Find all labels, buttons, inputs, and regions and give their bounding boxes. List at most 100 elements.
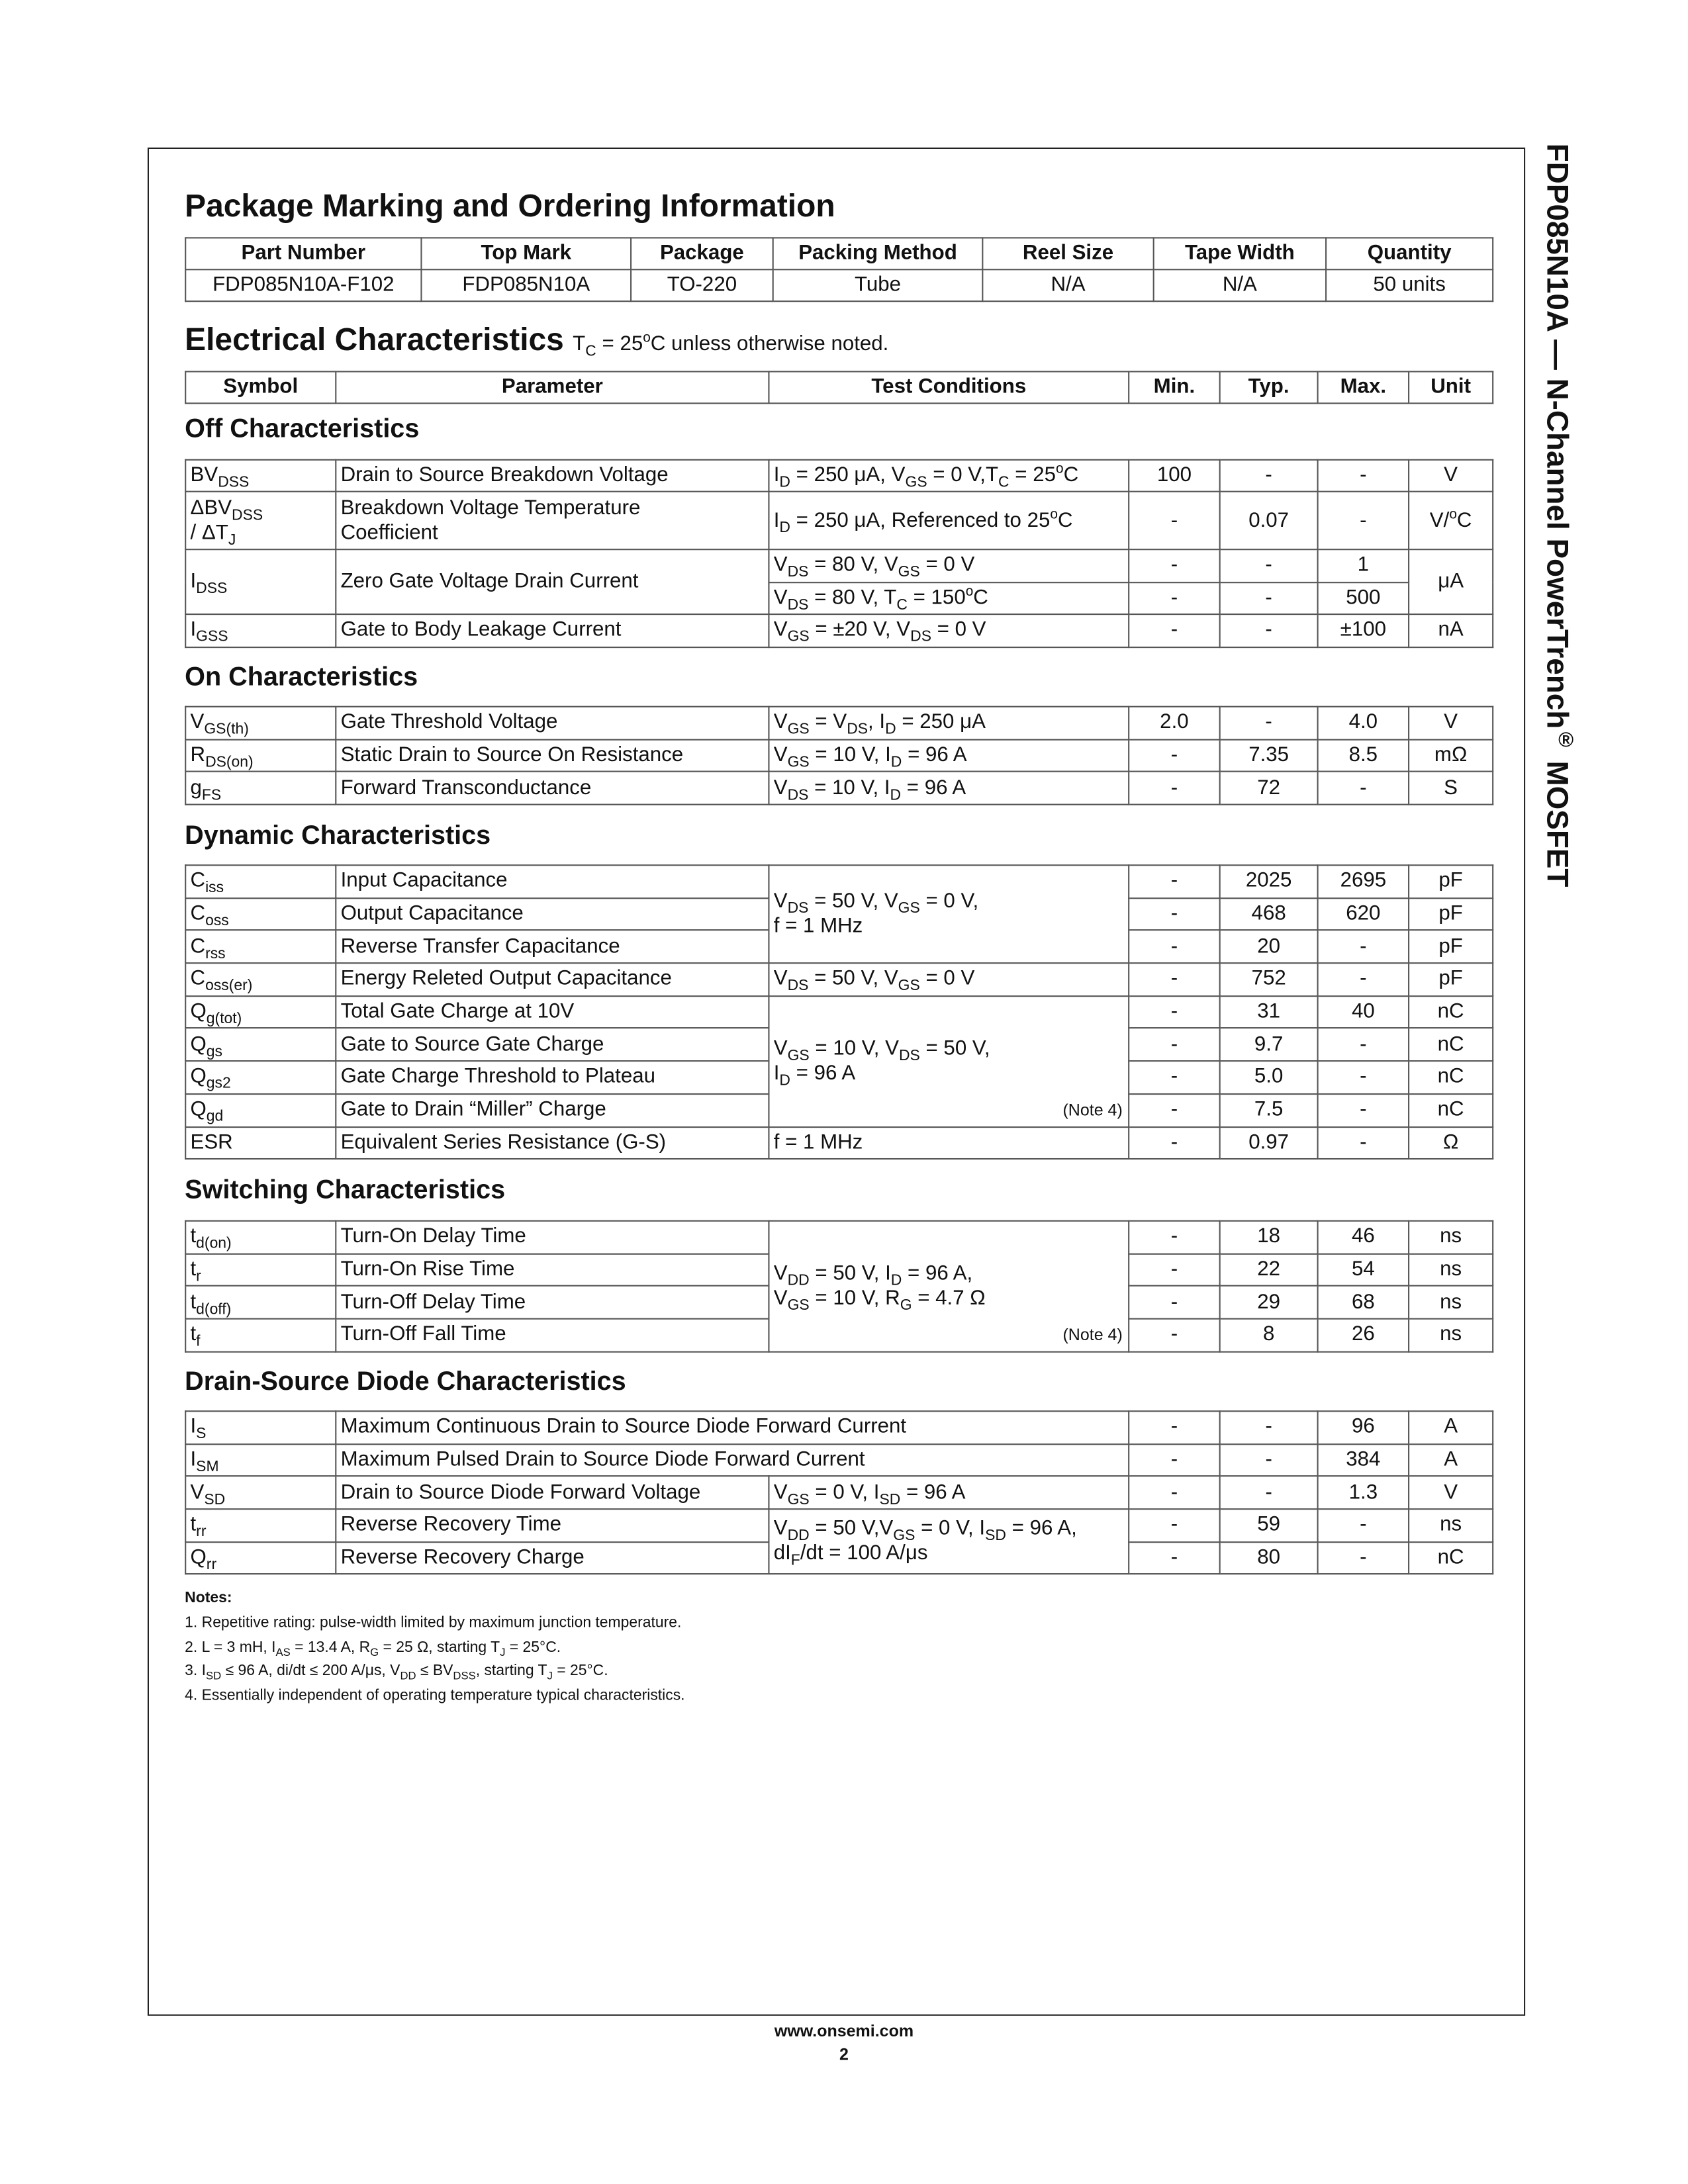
unit: pF <box>1408 962 1494 997</box>
typ-value-text: 5.0 <box>1254 1065 1284 1089</box>
header-max: Max. <box>1317 371 1410 404</box>
electrical-heading: Electrical Characteristics TC = 25oC unl… <box>185 321 889 360</box>
test-conditions-text: VDS = 80 V, TC = 150oC <box>773 584 988 614</box>
symbol-text: ESR <box>190 1130 233 1154</box>
test-conditions-text: ID = 250 μA, VGS = 0 V,TC = 25oC <box>773 461 1079 491</box>
test-conditions-text: VGS = ±20 V, VDS = 0 V <box>773 617 986 646</box>
max-value-text: 68 <box>1351 1290 1375 1314</box>
page-frame <box>147 147 1526 2016</box>
typ-value-text: - <box>1265 585 1272 610</box>
header-part-number: Part Number <box>185 237 422 271</box>
typ-value: 29 <box>1219 1285 1319 1320</box>
electrical-title: Electrical Characteristics <box>185 321 564 357</box>
typ-value: - <box>1219 705 1319 741</box>
unit: μA <box>1408 549 1494 615</box>
test-conditions: VDS = 50 V, VGS = 0 V, f = 1 MHz <box>768 864 1130 964</box>
min-value-text: - <box>1170 1290 1178 1314</box>
symbol-text: IGSS <box>190 617 228 646</box>
unit: mΩ <box>1408 739 1494 773</box>
max-value: 54 <box>1317 1253 1410 1287</box>
test-conditions: VDD = 50 V,VGS = 0 V, ISD = 96 A, dIF/dt… <box>768 1508 1130 1576</box>
symbol: Qgs2 <box>185 1060 337 1095</box>
max-value: - <box>1317 1126 1410 1160</box>
typ-value: 7.5 <box>1219 1093 1319 1128</box>
max-value-text: - <box>1360 1032 1367 1056</box>
typ-value-text: 0.97 <box>1248 1130 1289 1154</box>
min-value-text: - <box>1170 1130 1178 1154</box>
min-value: - <box>1128 1126 1221 1160</box>
min-value-text: - <box>1170 999 1178 1024</box>
symbol: ΔBVDSS / ΔTJ <box>185 490 337 551</box>
parameter: Breakdown Voltage Temperature Coefficien… <box>335 490 770 551</box>
parameter-text: Static Drain to Source On Resistance <box>340 743 684 767</box>
symbol-text: Coss <box>190 901 229 930</box>
max-value: - <box>1317 1027 1410 1062</box>
test-conditions: VGS = VDS, ID = 250 μA <box>768 705 1130 741</box>
min-value-text: 2.0 <box>1160 710 1189 735</box>
min-value-text: - <box>1170 776 1178 799</box>
electrical-header-row: Symbol Parameter Test Conditions Min. Ty… <box>185 371 1494 404</box>
parameter-text: Drain to Source Diode Forward Voltage <box>340 1480 701 1504</box>
max-value-text: 4.0 <box>1348 710 1378 735</box>
parameter-text: Turn-On Delay Time <box>340 1224 526 1249</box>
footer-url[interactable]: www.onsemi.com <box>774 2021 914 2041</box>
page-number: 2 <box>839 2044 849 2064</box>
test-conditions-text: f = 1 MHz <box>773 1130 863 1154</box>
parameter: Static Drain to Source On Resistance <box>335 739 770 773</box>
unit-text: ns <box>1440 1224 1462 1249</box>
max-value-text: - <box>1360 463 1367 487</box>
max-value-text: - <box>1360 1513 1367 1537</box>
parameter: Turn-Off Fall Time <box>335 1318 770 1353</box>
parameter-text: Turn-On Rise Time <box>340 1257 515 1281</box>
symbol: td(off) <box>185 1285 337 1320</box>
min-value-text: - <box>1170 1097 1178 1122</box>
electrical-subtitle: TC = 25oC unless otherwise noted. <box>573 330 889 360</box>
part-number: FDP085N10A-F102 <box>185 269 422 302</box>
unit-text: V/oC <box>1429 506 1472 532</box>
typ-value: - <box>1219 1475 1319 1510</box>
unit-text: nC <box>1437 1097 1464 1122</box>
unit: Ω <box>1408 1126 1494 1160</box>
max-value-text: ±100 <box>1340 617 1386 642</box>
typ-value-text: - <box>1265 710 1272 735</box>
parameter: Zero Gate Voltage Drain Current <box>335 549 770 615</box>
symbol: ISM <box>185 1443 337 1477</box>
table-row: tf Turn-Off Fall Time - 8 26 ns <box>185 1318 1494 1353</box>
table-row: Coss Output Capacitance - 468 620 pF <box>185 897 1494 931</box>
symbol-text: BVDSS <box>190 463 250 491</box>
max-value-text: 26 <box>1351 1322 1375 1347</box>
table-row: Crss Reverse Transfer Capacitance - 20 - pF <box>185 929 1494 964</box>
table-row: Ciss Input Capacitance VDS = 50 V, VGS = 0… <box>185 864 1494 964</box>
parameter-text: Maximum Pulsed Drain to Source Diode For… <box>340 1447 865 1471</box>
unit: nC <box>1408 1060 1494 1095</box>
parameter: Drain to Source Diode Forward Voltage <box>335 1475 770 1510</box>
parameter-text: Equivalent Series Resistance (G-S) <box>340 1130 667 1154</box>
typ-value-text: 29 <box>1257 1290 1281 1314</box>
parameter: Reverse Recovery Charge <box>335 1541 770 1576</box>
max-value-text: - <box>1360 1130 1367 1154</box>
header-typ: Typ. <box>1219 371 1319 404</box>
parameter: Gate Charge Threshold to Plateau <box>335 1060 770 1095</box>
unit-text: S <box>1444 776 1458 799</box>
parameter: Output Capacitance <box>335 897 770 931</box>
typ-value-text: 752 <box>1251 967 1286 991</box>
typ-value: 20 <box>1219 929 1319 964</box>
note-4: 4. Essentially independent of operating … <box>185 1688 685 1705</box>
typ-value-text: 9.7 <box>1254 1032 1284 1056</box>
off-section-title: Off Characteristics <box>185 415 420 444</box>
min-value: - <box>1128 1443 1221 1477</box>
unit: ns <box>1408 1285 1494 1320</box>
min-value: - <box>1128 1093 1221 1128</box>
typ-value-text: 80 <box>1257 1545 1281 1569</box>
min-value-text: - <box>1170 1513 1178 1537</box>
max-value-text: 620 <box>1346 901 1381 925</box>
typ-value: 80 <box>1219 1541 1319 1576</box>
test-conditions: VDS = 10 V, ID = 96 A <box>768 771 1130 805</box>
typ-value-text: - <box>1265 553 1272 577</box>
min-value-text: - <box>1170 743 1178 767</box>
symbol: Ciss <box>185 864 337 899</box>
switching-table: td(on) Turn-On Delay Time VDD = 50 V, ID =… <box>185 1220 1494 1353</box>
typ-value: - <box>1219 1410 1319 1445</box>
max-value-text: 500 <box>1346 585 1381 610</box>
